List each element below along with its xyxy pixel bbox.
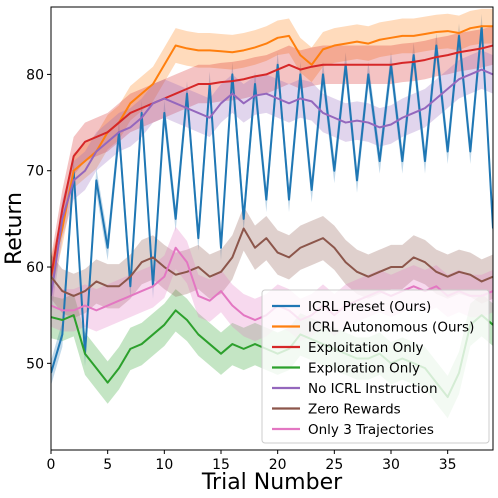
line-series-2 [51, 44, 493, 277]
x-tick-label: 30 [382, 457, 400, 473]
line-series-1 [51, 25, 493, 277]
line-series-5 [51, 227, 493, 297]
y-tick-label: 80 [26, 67, 44, 83]
line-series-0 [51, 25, 493, 374]
x-tick-label: 25 [325, 457, 343, 473]
legend-label: No ICRL Instruction [308, 381, 438, 397]
legend-label: Zero Rewards [308, 402, 401, 418]
x-axis-title: Trial Number [201, 470, 343, 495]
band-series-1 [51, 8, 493, 294]
x-tick-label: 10 [155, 457, 173, 473]
legend-box [261, 289, 490, 444]
y-axis: 50 60 70 80 [26, 67, 51, 372]
legend-label: Exploitation Only [308, 340, 424, 356]
x-axis: 0 5 10 15 20 25 30 35 [47, 450, 457, 473]
legend-label: ICRL Autonomous (Ours) [308, 320, 474, 336]
band-series-2 [51, 26, 493, 296]
x-tick-label: 5 [103, 457, 112, 473]
y-axis-title: Return [2, 192, 27, 265]
x-tick-label: 15 [212, 457, 230, 473]
band-series-4 [51, 50, 493, 316]
series-lines [51, 25, 493, 399]
y-tick-label: 50 [26, 356, 44, 372]
line-series-4 [51, 68, 493, 297]
plot-frame [50, 6, 494, 451]
legend-label: Only 3 Trajectories [308, 422, 434, 438]
legend-label: ICRL Preset (Ours) [308, 299, 431, 315]
y-tick-label: 60 [26, 260, 44, 276]
legend: ICRL Preset (Ours) ICRL Autonomous (Ours)… [261, 289, 490, 444]
x-tick-label: 20 [269, 457, 287, 473]
y-tick-label: 70 [26, 164, 44, 180]
x-tick-label: 0 [47, 457, 56, 473]
x-tick-label: 35 [439, 457, 457, 473]
legend-label: Exploration Only [308, 361, 420, 377]
